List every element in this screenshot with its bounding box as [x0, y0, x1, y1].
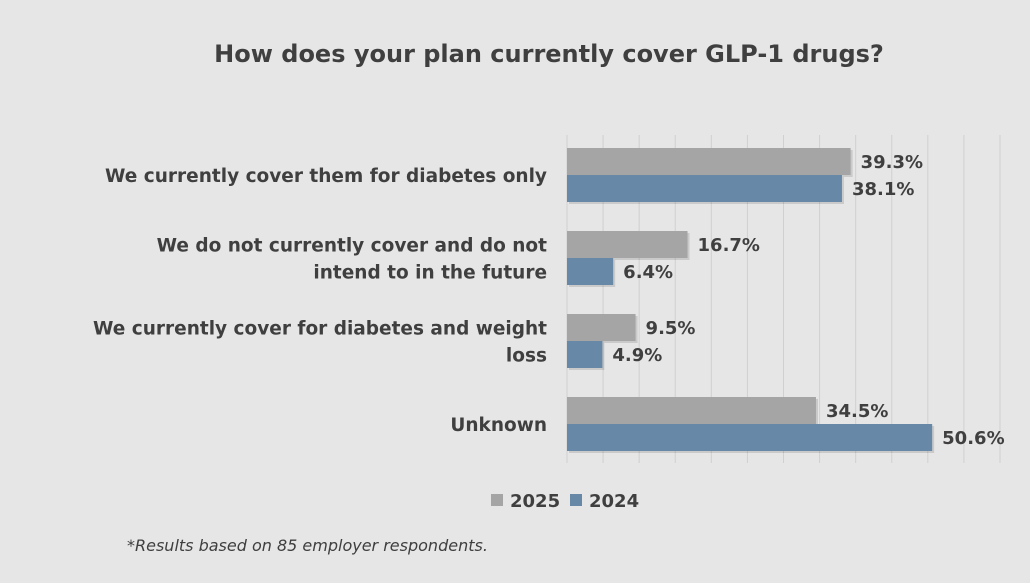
legend-swatch-2025	[491, 494, 503, 506]
data-label-2024-0: 38.1%	[852, 179, 914, 200]
bar-2024-3	[567, 424, 933, 451]
legend-swatch-2024	[570, 494, 582, 506]
data-label-2024-2: 4.9%	[612, 345, 662, 366]
legend-label-2025: 2025	[510, 491, 560, 512]
category-label-3-line-0: Unknown	[450, 415, 547, 436]
footnote: *Results based on 85 employer respondent…	[127, 536, 488, 555]
bar-2024-2	[567, 341, 603, 368]
bar-2025-2	[567, 314, 636, 341]
bar-2024-1	[567, 258, 614, 285]
legend-label-2024: 2024	[589, 491, 639, 512]
bar-2025-1	[567, 231, 688, 258]
bar-2025-3	[567, 397, 816, 424]
data-label-2025-1: 16.7%	[698, 235, 760, 256]
category-label-2-line-0: We currently cover for diabetes and weig…	[93, 319, 547, 340]
bar-2025-0	[567, 148, 851, 175]
bars: 39.3% 38.1% 16.7% 6.4% 9.5% 4.9% 34.5% 50.6%	[567, 148, 1005, 453]
category-label-2-line-1: loss	[506, 346, 547, 367]
category-labels: We currently cover them for diabetes onl…	[93, 166, 547, 436]
legend: 2025 2024	[491, 491, 639, 512]
data-label-2025-2: 9.5%	[646, 318, 696, 339]
data-label-2024-1: 6.4%	[623, 262, 673, 283]
category-label-1-line-1: intend to in the future	[313, 263, 547, 284]
data-label-2024-3: 50.6%	[942, 428, 1004, 449]
category-label-1-line-0: We do not currently cover and do not	[157, 236, 548, 257]
data-label-2025-0: 39.3%	[861, 152, 923, 173]
chart-title: How does your plan currently cover GLP-1…	[214, 40, 884, 68]
category-label-0-line-0: We currently cover them for diabetes onl…	[105, 166, 547, 187]
data-label-2025-3: 34.5%	[826, 401, 888, 422]
bar-2024-0	[567, 175, 842, 202]
